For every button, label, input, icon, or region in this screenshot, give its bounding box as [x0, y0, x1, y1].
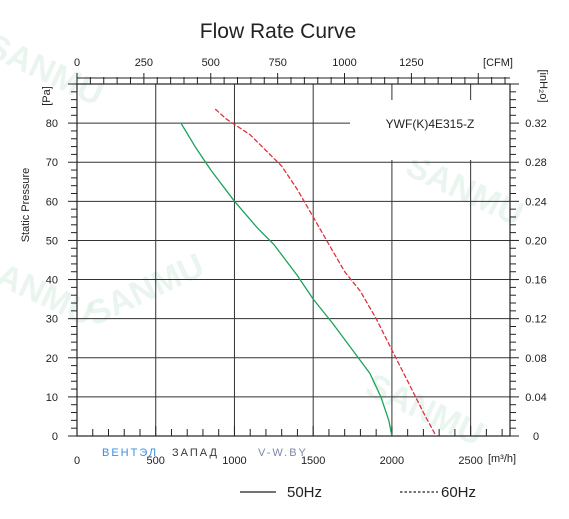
series-line-50hz — [180, 122, 393, 437]
x2-tick-label: 750 — [268, 57, 286, 69]
y-axis-unit: [Pa] — [41, 86, 53, 106]
y2-tick-label: 0.20 — [525, 235, 546, 247]
y-axis-title: Static Pressure — [20, 168, 32, 243]
y-tick-label: 10 — [46, 392, 58, 404]
y-tick-label: 60 — [46, 196, 58, 208]
x-tick-label: 2500 — [458, 455, 482, 467]
x2-tick-label: 500 — [202, 57, 220, 69]
y2-tick-label: 0 — [533, 431, 539, 443]
y-tick-label: 40 — [46, 275, 58, 287]
watermark-text: SANMU — [360, 366, 489, 453]
series-line-60hz — [214, 108, 437, 437]
x2-tick-label: 250 — [135, 57, 153, 69]
model-label-box — [350, 100, 510, 160]
y-tick-label: 70 — [46, 157, 58, 169]
model-label: YWF(K)4E315-Z — [386, 117, 475, 131]
x-tick-label: 0 — [74, 455, 80, 467]
watermark-logo-3: V-W.BY — [258, 447, 308, 459]
legend-label-50hz: 50Hz — [287, 484, 322, 501]
y2-tick-label: 0.08 — [525, 353, 546, 365]
legend: 50Hz 60Hz — [240, 484, 476, 501]
y2-tick-label: 0.32 — [525, 118, 546, 130]
x2-tick-label: 1000 — [332, 57, 356, 69]
y2-tick-label: 0.04 — [525, 392, 546, 404]
y2-tick-label: 0.16 — [525, 275, 546, 287]
chart-title: Flow Rate Curve — [200, 20, 356, 43]
y-tick-label: 0 — [52, 431, 58, 443]
y2-tick-label: 0.28 — [525, 157, 546, 169]
x2-axis-unit: [CFM] — [483, 57, 513, 69]
y-tick-label: 80 — [46, 118, 58, 130]
minor-ticks — [68, 73, 519, 437]
plot-frame — [76, 83, 511, 437]
x-tick-label: 1500 — [301, 455, 325, 467]
y-tick-label: 50 — [46, 235, 58, 247]
y-tick-label: 20 — [46, 353, 58, 365]
x2-tick-label: 0 — [74, 57, 80, 69]
x-axis-unit: [m³/h] — [488, 453, 516, 465]
watermark-text: SANMU — [0, 26, 109, 113]
x-tick-label: 2000 — [380, 455, 404, 467]
x2-tick-label: 1250 — [399, 57, 423, 69]
series-layer — [180, 108, 437, 437]
y-tick-label: 30 — [46, 314, 58, 326]
y2-tick-label: 0.12 — [525, 314, 546, 326]
x-tick-label: 500 — [147, 455, 165, 467]
y2-tick-label: 0.24 — [525, 196, 546, 208]
watermark-logo-1: ВЕНТЭЛ — [102, 447, 158, 459]
legend-label-60hz: 60Hz — [441, 484, 476, 501]
watermark-logo-2: ЗАПАД — [172, 447, 219, 459]
y2-axis-unit: [inH₂o] — [537, 69, 549, 102]
watermark-text: SANMU — [81, 246, 210, 333]
x-tick-label: 1000 — [222, 455, 246, 467]
